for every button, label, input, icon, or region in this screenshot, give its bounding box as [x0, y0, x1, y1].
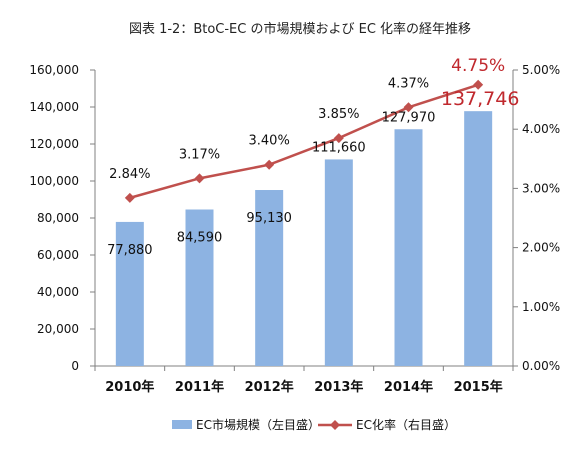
y-left-tick-label: 140,000 — [29, 100, 79, 114]
rate-line — [124, 79, 484, 203]
y-right-tick-label: 0.00% — [522, 359, 560, 373]
x-tick-label: 2013年 — [314, 379, 363, 395]
bar — [185, 209, 214, 366]
bar-value-label: 95,130 — [246, 211, 292, 226]
bar — [324, 159, 353, 366]
line-point — [403, 102, 414, 113]
bar — [255, 190, 284, 366]
line-point — [333, 133, 344, 144]
y-left-tick-label: 0 — [71, 359, 79, 373]
y-left-tick-label: 120,000 — [29, 137, 79, 151]
x-tick-label: 2011年 — [175, 379, 224, 395]
y-left-tick-label: 20,000 — [37, 322, 79, 336]
y-right-tick-label: 1.00% — [522, 300, 560, 314]
bar-value-label: 84,590 — [177, 231, 223, 246]
line-value-label: 4.75% — [451, 56, 505, 76]
bar — [394, 129, 423, 366]
bar — [115, 221, 144, 366]
y-right-tick-label: 5.00% — [522, 63, 560, 77]
y-left-tick-label: 40,000 — [37, 285, 79, 299]
bar-value-label: 111,660 — [312, 140, 366, 155]
bar-value-label: 127,970 — [382, 110, 436, 125]
bar-value-label: 137,746 — [441, 88, 520, 110]
bars — [115, 111, 493, 367]
y-left-tick-label: 80,000 — [37, 211, 79, 225]
rate-line-path — [129, 83, 479, 200]
legend-swatch-marker — [330, 420, 340, 430]
y-right-tick-label: 3.00% — [522, 181, 560, 195]
bar — [464, 111, 493, 367]
line-value-label: 3.40% — [249, 134, 290, 149]
chart-title: 図表 1-2：BtoC-EC の市場規模および EC 化率の経年推移 — [129, 21, 471, 37]
axes: 0 20,000 40,000 60,000 80,000 100,000 120,000 1… — [29, 63, 560, 395]
line-value-label: 2.84% — [109, 167, 150, 182]
line-point — [264, 159, 275, 170]
line-value-label: 3.85% — [318, 107, 359, 122]
data-labels: 77,880 84,590 95,130 111,660 127,970 137,746 2… — [107, 56, 519, 258]
legend: EC市場規模（左目盛） EC化率（右目盛） — [172, 417, 456, 432]
line-point — [194, 173, 205, 184]
legend-label-line: EC化率（右目盛） — [356, 417, 456, 432]
x-tick-label: 2014年 — [384, 379, 433, 395]
y-left-tick-label: 60,000 — [37, 248, 79, 262]
line-point — [124, 192, 135, 203]
legend-label-bar: EC市場規模（左目盛） — [196, 417, 320, 432]
y-right-tick-label: 4.00% — [522, 122, 560, 136]
line-value-label: 3.17% — [179, 147, 220, 162]
y-left-tick-label: 100,000 — [29, 174, 79, 188]
x-tick-label: 2015年 — [454, 379, 503, 395]
x-tick-label: 2010年 — [105, 379, 154, 395]
x-tick-label: 2012年 — [245, 379, 294, 395]
legend-swatch-bar — [172, 420, 192, 429]
bar-value-label: 77,880 — [107, 243, 153, 258]
line-value-label: 4.37% — [388, 76, 429, 91]
line-point — [473, 79, 484, 90]
y-right-tick-label: 2.00% — [522, 241, 560, 255]
y-left-tick-label: 160,000 — [29, 63, 79, 77]
